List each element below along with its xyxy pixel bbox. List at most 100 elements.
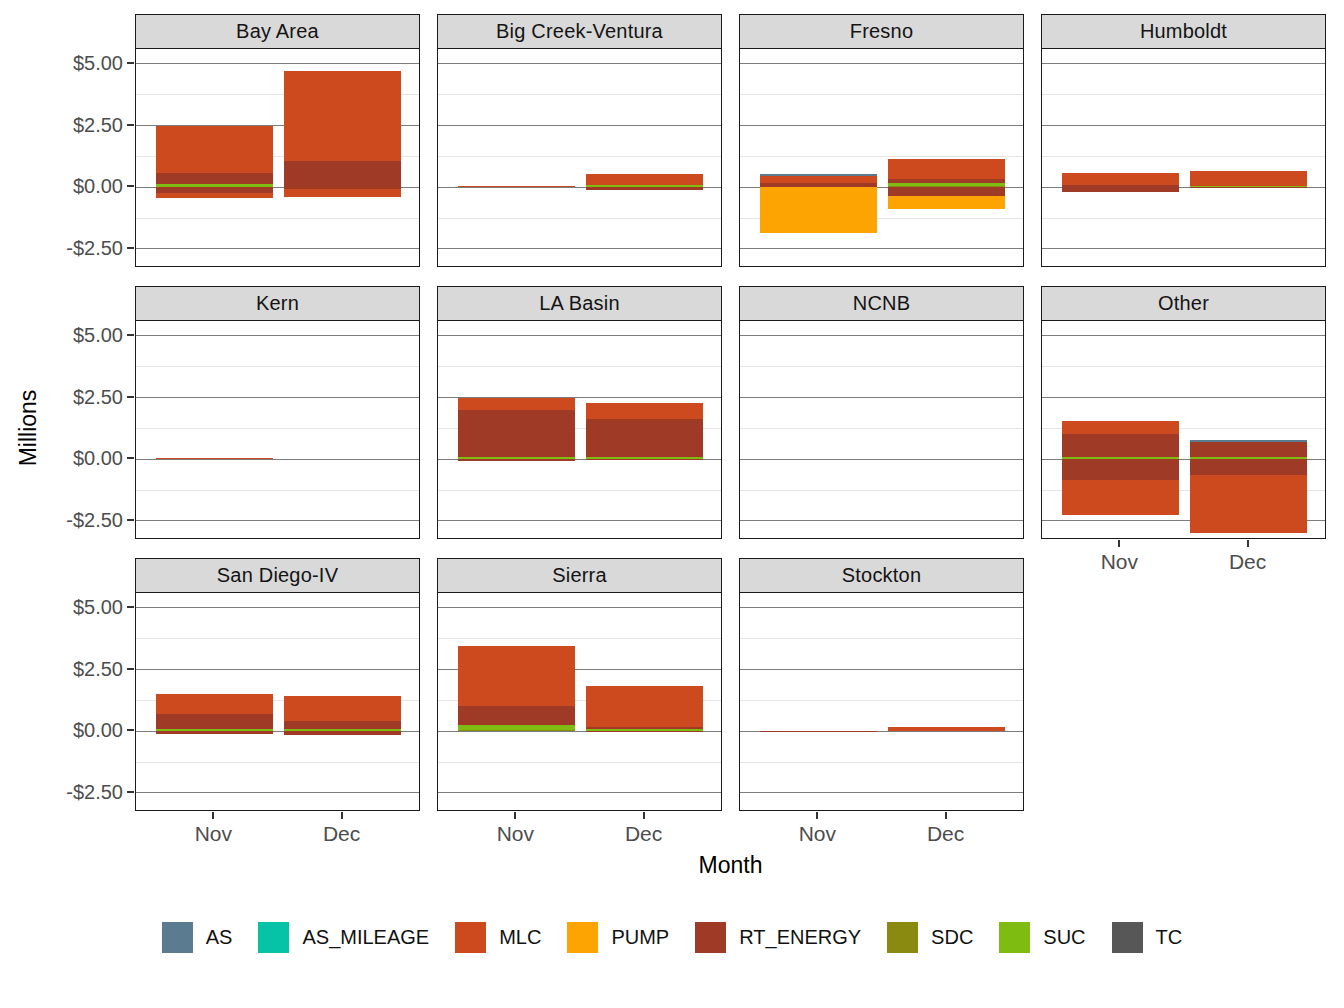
major-gridline [740,335,1023,336]
segment-mlc [1062,480,1179,515]
segment-suc [458,725,575,730]
facet-sierra: SierraNovDec [437,558,722,812]
x-tick-label: Dec [906,822,986,846]
segment-mlc [1062,173,1179,185]
legend-label: RT_ENERGY [739,926,861,949]
y-tick-label: $5.00 [31,325,123,345]
facet-san-diego-iv: San Diego-IV$5.00$2.50$0.00-$2.50NovDec [135,558,420,812]
x-tick-mark [1247,540,1249,547]
segment-rt-energy [284,161,401,188]
y-tick-label: -$2.50 [31,782,123,802]
legend-item-rt-energy: RT_ENERGY [695,922,861,953]
y-tick-mark [127,396,134,398]
facet-title: Big Creek-Ventura [496,20,663,43]
y-tick-label: $2.50 [31,115,123,135]
facet-title: Stockton [842,564,921,587]
bar-la-basin-dec [586,321,703,539]
segment-mlc [156,193,273,198]
minor-gridline [740,366,1023,367]
legend-swatch-sdc [887,922,918,953]
segment-rt-energy [586,459,703,460]
major-gridline [740,520,1023,521]
facet-strip: Big Creek-Ventura [437,14,722,49]
legend-label: SUC [1043,926,1085,949]
bar-kern-nov [156,321,273,539]
bar-big-creek-ventura-dec [586,49,703,267]
x-axis-title: Month [135,852,1326,879]
segment-mlc [888,727,1005,731]
y-tick-mark [127,729,134,731]
facet-kern: Kern$5.00$2.50$0.00-$2.50 [135,286,420,540]
segment-mlc [458,398,575,410]
segment-mlc [156,458,273,460]
bar-san-diego-iv-dec [284,593,401,811]
bar-bay-area-dec [284,49,401,267]
facet-strip: NCNB [739,286,1024,321]
segment-pump [760,187,877,233]
facet-panel [1041,48,1326,267]
facet-grid: Bay Area$5.00$2.50$0.00-$2.50 Big Creek-V… [135,14,1326,812]
segment-mlc [284,189,401,197]
segment-mlc [458,646,575,706]
segment-mlc [284,696,401,721]
legend-item-pump: PUMP [567,922,669,953]
facet-strip: Kern [135,286,420,321]
segment-mlc [458,186,575,187]
y-tick-label: $2.50 [31,387,123,407]
segment-mlc [586,403,703,419]
facet-panel [437,592,722,811]
facet-panel [1041,320,1326,539]
bar-fresno-nov [760,49,877,267]
x-tick-label: Nov [475,822,555,846]
legend-swatch-pump [567,922,598,953]
y-tick-label: $0.00 [31,176,123,196]
segment-rt-energy [284,721,401,729]
facet-strip: Fresno [739,14,1024,49]
facet-bay-area: Bay Area$5.00$2.50$0.00-$2.50 [135,14,420,268]
x-tick-label: Dec [302,822,382,846]
y-tick-label: $0.00 [31,448,123,468]
legend-item-as-mileage: AS_MILEAGE [258,922,429,953]
facet-title: Bay Area [236,20,319,43]
segment-rt-energy [586,727,703,729]
segment-rt-energy [1062,187,1179,192]
facet-strip: Bay Area [135,14,420,49]
legend-swatch-rt-energy [695,922,726,953]
y-tick-label: -$2.50 [31,238,123,258]
x-tick-label: Dec [1208,550,1288,574]
legend-label: AS [206,926,233,949]
legend-label: MLC [499,926,541,949]
segment-mlc [888,159,1005,179]
minor-gridline [740,490,1023,491]
segment-mlc [586,686,703,726]
y-tick-mark [127,457,134,459]
facet-panel [135,320,420,539]
segment-rt-energy [284,731,401,735]
facet-panel [739,320,1024,539]
legend-item-mlc: MLC [455,922,541,953]
segment-rt-energy [586,731,703,732]
segment-as [1190,440,1307,442]
legend-swatch-tc [1112,922,1143,953]
x-tick-mark [514,812,516,819]
x-tick-label: Nov [173,822,253,846]
legend-swatch-mlc [455,922,486,953]
segment-rt-energy [888,187,1005,196]
x-tick-mark [1118,540,1120,547]
x-tick-mark [945,812,947,819]
legend-swatch-as [162,922,193,953]
segment-rt-energy [1062,459,1179,480]
segment-mlc [284,71,401,160]
bar-other-nov [1062,321,1179,539]
legend-label: TC [1156,926,1183,949]
x-tick-label: Dec [604,822,684,846]
x-tick-mark [341,812,343,819]
facet-strip: San Diego-IV [135,558,420,593]
segment-rt-energy [1190,187,1307,188]
facet-panel [135,592,420,811]
segment-as [760,174,877,176]
faceted-stacked-bar-chart: Millions Bay Area$5.00$2.50$0.00-$2.50Bi… [0,0,1344,1008]
facet-panel [437,320,722,539]
segment-mlc [1190,171,1307,186]
x-axis: NovDec [1041,540,1326,586]
